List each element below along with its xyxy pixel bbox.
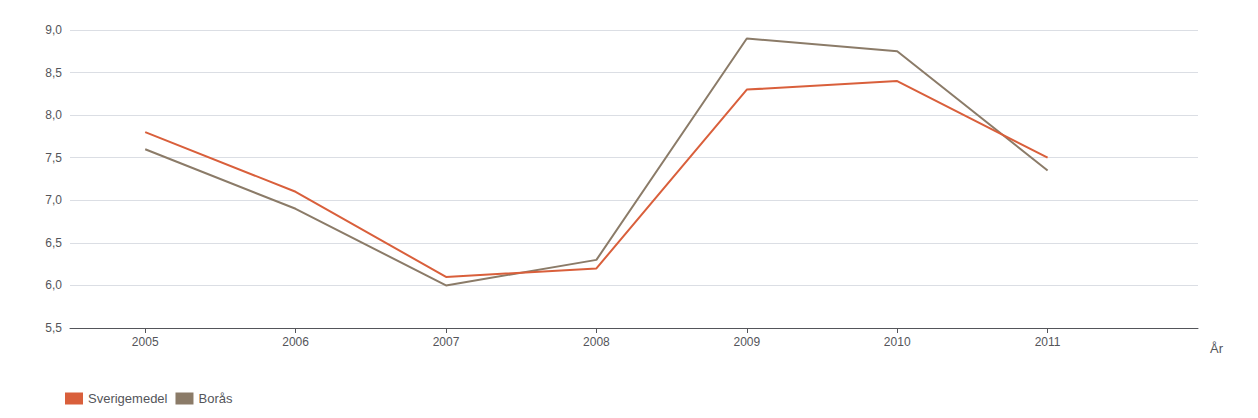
svg-text:Borås: Borås xyxy=(198,391,232,406)
svg-text:5,5: 5,5 xyxy=(45,321,62,335)
svg-text:6,0: 6,0 xyxy=(45,278,62,292)
svg-text:2009: 2009 xyxy=(733,335,760,349)
svg-text:7,0: 7,0 xyxy=(45,193,62,207)
svg-text:2006: 2006 xyxy=(282,335,309,349)
svg-text:7,5: 7,5 xyxy=(45,151,62,165)
svg-text:2007: 2007 xyxy=(433,335,460,349)
svg-text:8,0: 8,0 xyxy=(45,108,62,122)
svg-text:2010: 2010 xyxy=(884,335,911,349)
svg-text:9,0: 9,0 xyxy=(45,23,62,37)
svg-text:6,5: 6,5 xyxy=(45,236,62,250)
svg-text:2008: 2008 xyxy=(583,335,610,349)
svg-text:2005: 2005 xyxy=(132,335,159,349)
svg-text:Sverigemedel: Sverigemedel xyxy=(88,391,168,406)
svg-text:År: År xyxy=(1210,341,1224,356)
svg-text:2011: 2011 xyxy=(1035,335,1061,349)
svg-text:8,5: 8,5 xyxy=(45,66,62,80)
